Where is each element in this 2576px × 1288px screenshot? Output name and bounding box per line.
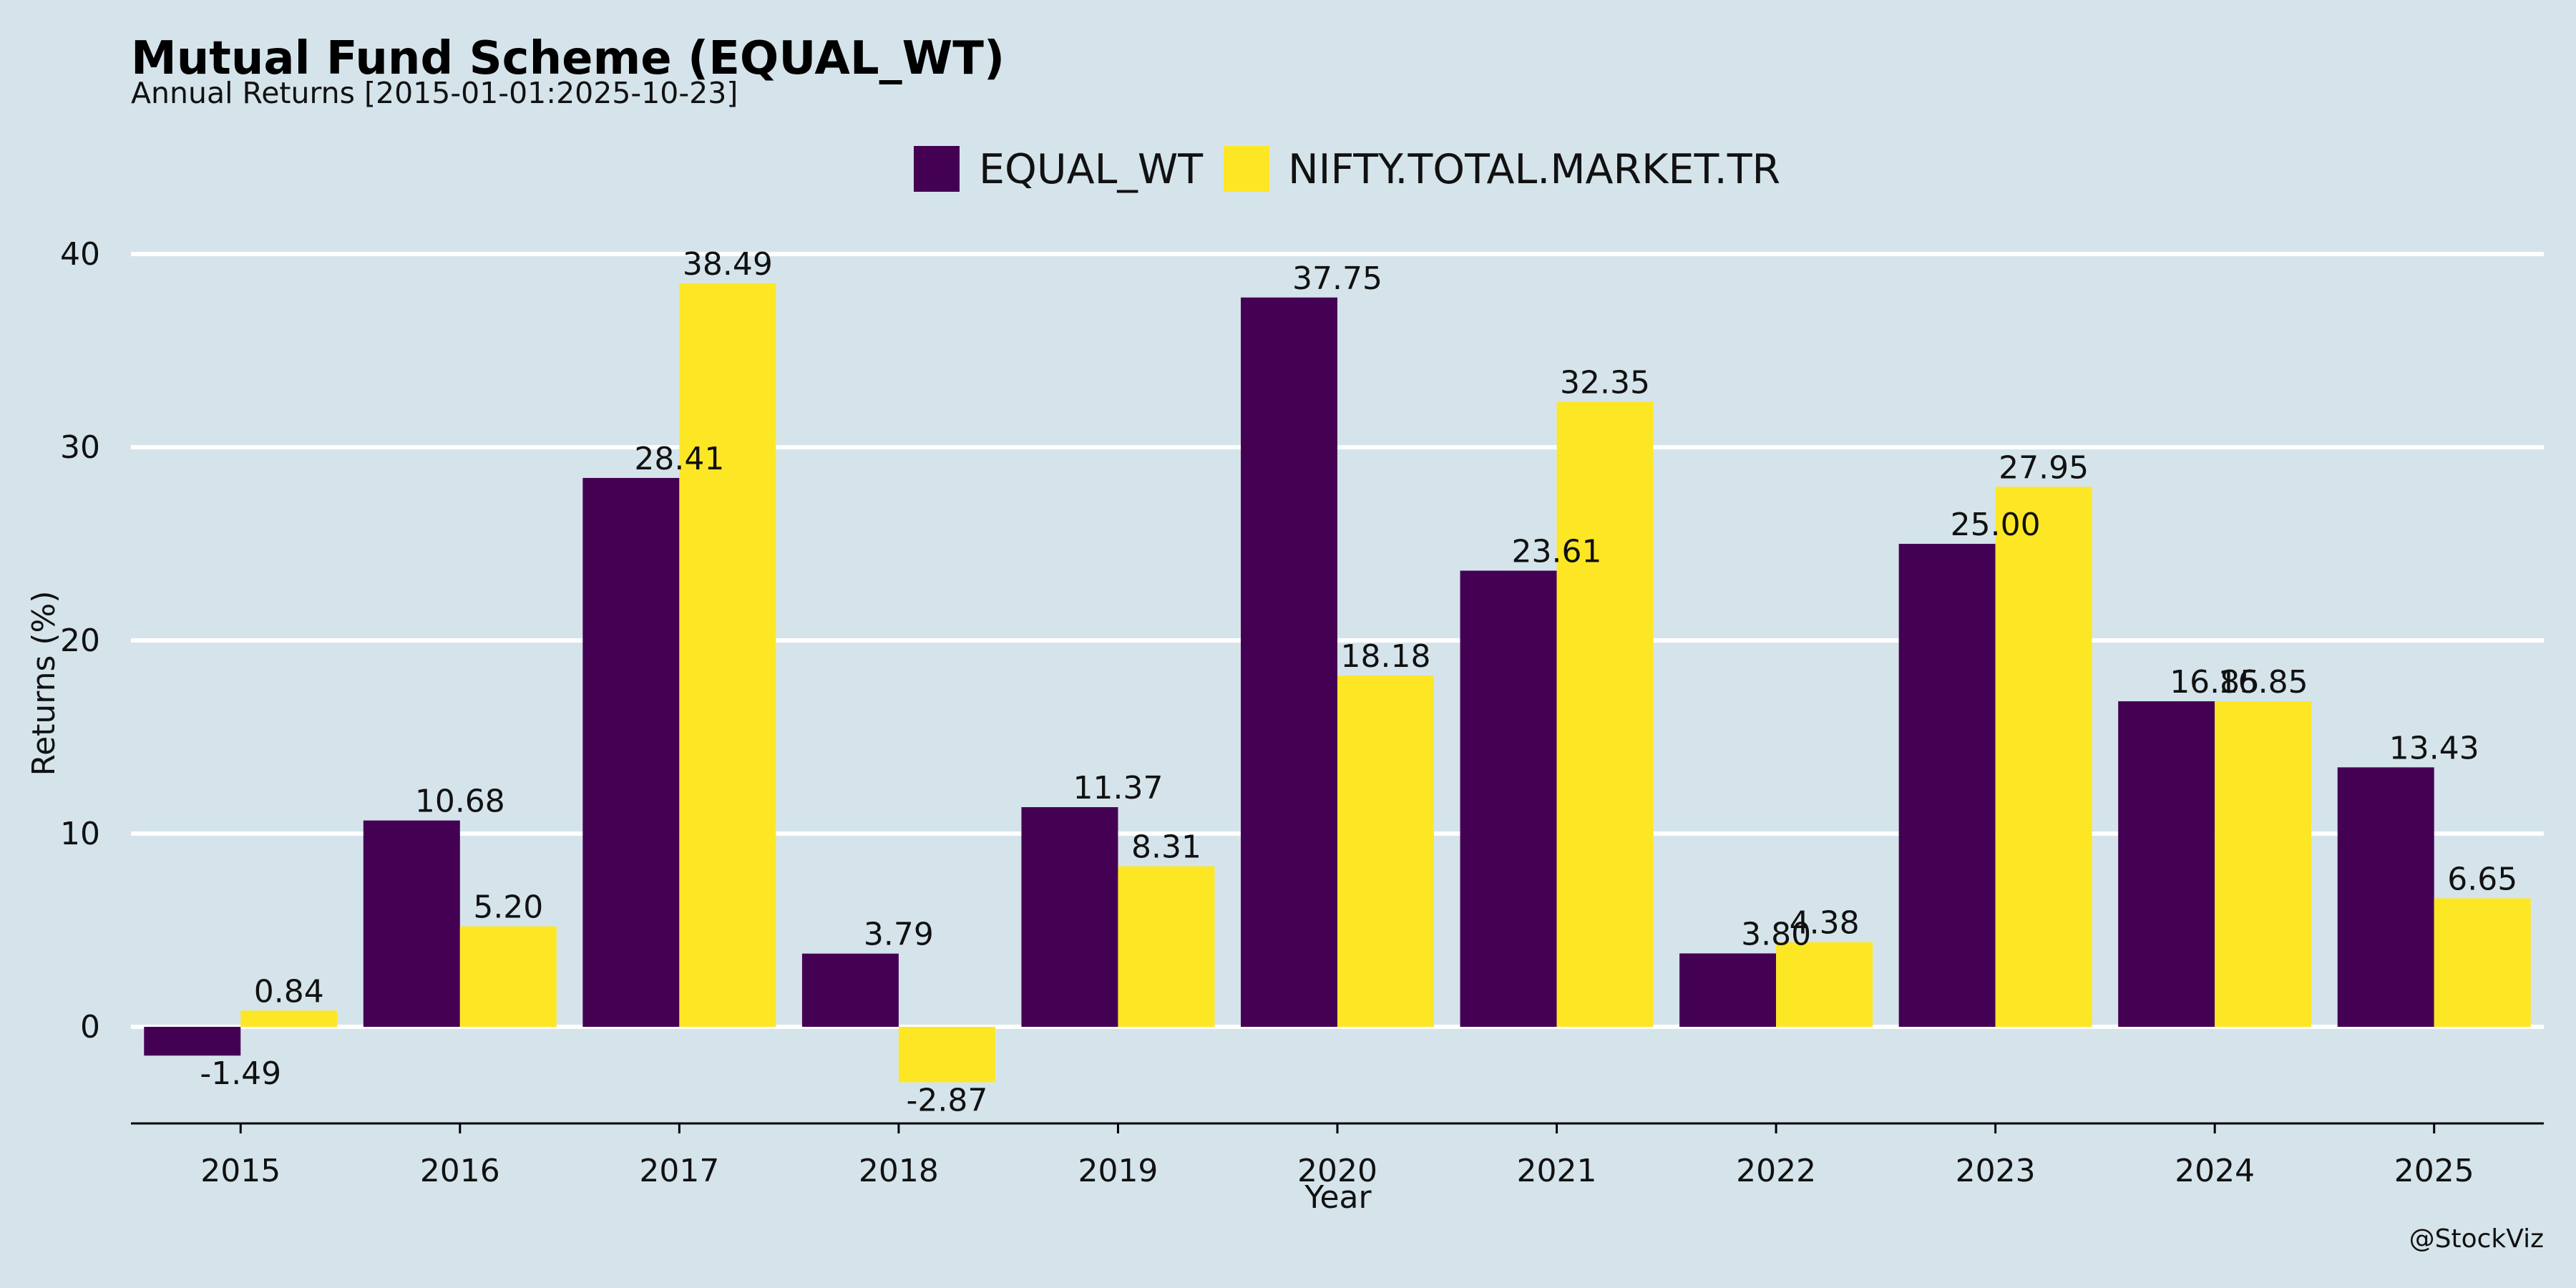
y-tick-label-10: 10 bbox=[60, 816, 100, 852]
bar-equal-wt-2017 bbox=[582, 477, 680, 1027]
chart-subtitle: Annual Returns [2015-01-01:2025-10-23] bbox=[131, 76, 738, 110]
bars bbox=[144, 283, 2531, 1083]
bar-equal-wt-2022 bbox=[1679, 953, 1777, 1027]
x-tick-label-2018: 2018 bbox=[859, 1153, 939, 1189]
x-tick-label-2019: 2019 bbox=[1078, 1153, 1158, 1189]
y-tick-label-20: 20 bbox=[60, 623, 100, 659]
data-label-nifty-total-market-tr-2019: 8.31 bbox=[1131, 829, 1201, 866]
data-label-equal-wt-2017: 28.41 bbox=[634, 441, 724, 477]
data-label-equal-wt-2016: 10.68 bbox=[415, 784, 505, 820]
x-tick-label-2023: 2023 bbox=[1956, 1153, 2036, 1189]
chart-title: Mutual Fund Scheme (EQUAL_WT) bbox=[131, 32, 1005, 85]
legend-swatch-equal-wt bbox=[914, 146, 960, 192]
data-label-nifty-total-market-tr-2023: 27.95 bbox=[1999, 449, 2089, 486]
bar-nifty-total-market-tr-2022 bbox=[1776, 942, 1873, 1027]
y-axis-ticks: 0 10 20 30 40 bbox=[60, 236, 100, 1045]
bar-nifty-total-market-tr-2019 bbox=[1118, 866, 1215, 1027]
legend: EQUAL_WT NIFTY.TOTAL.MARKET.TR bbox=[914, 146, 1780, 193]
y-tick-label-40: 40 bbox=[60, 236, 100, 273]
bar-equal-wt-2020 bbox=[1241, 297, 1337, 1027]
data-labels: -1.49 0.84 10.68 5.20 28.41 38.49 3.79 -2.87 11.… bbox=[200, 246, 2517, 1119]
x-tick-label-2025: 2025 bbox=[2394, 1153, 2474, 1189]
data-label-nifty-total-market-tr-2024: 16.85 bbox=[2218, 664, 2308, 701]
bar-nifty-total-market-tr-2015 bbox=[240, 1010, 338, 1027]
bar-equal-wt-2016 bbox=[363, 820, 460, 1027]
x-tick-label-2015: 2015 bbox=[200, 1153, 280, 1189]
data-label-nifty-total-market-tr-2022: 4.38 bbox=[1790, 905, 1860, 942]
x-tick-label-2024: 2024 bbox=[2175, 1153, 2255, 1189]
bar-equal-wt-2023 bbox=[1898, 544, 1996, 1027]
bar-equal-wt-2025 bbox=[2337, 767, 2434, 1027]
bar-nifty-total-market-tr-2024 bbox=[2215, 701, 2312, 1027]
data-label-nifty-total-market-tr-2021: 32.35 bbox=[1560, 365, 1650, 401]
data-label-equal-wt-2023: 25.00 bbox=[1951, 507, 2041, 543]
x-tick-label-2016: 2016 bbox=[420, 1153, 500, 1189]
y-tick-label-0: 0 bbox=[80, 1009, 100, 1045]
x-axis: 2015 2016 2017 2018 2019 2020 2021 2022 2023 2024… bbox=[131, 1122, 2544, 1189]
data-label-equal-wt-2018: 3.79 bbox=[864, 917, 934, 953]
bar-equal-wt-2024 bbox=[2118, 701, 2215, 1027]
data-label-equal-wt-2015: -1.49 bbox=[200, 1055, 281, 1092]
data-label-equal-wt-2024: 16.85 bbox=[2170, 664, 2260, 701]
x-tick-label-2020: 2020 bbox=[1297, 1153, 1377, 1189]
data-label-equal-wt-2022: 3.80 bbox=[1741, 916, 1811, 952]
bar-nifty-total-market-tr-2020 bbox=[1337, 675, 1434, 1027]
bar-equal-wt-2015 bbox=[144, 1027, 241, 1056]
data-label-nifty-total-market-tr-2016: 5.20 bbox=[473, 889, 543, 926]
data-label-equal-wt-2021: 23.61 bbox=[1512, 534, 1602, 570]
legend-swatch-nifty-total-market-tr bbox=[1224, 146, 1269, 192]
data-label-nifty-total-market-tr-2015: 0.84 bbox=[254, 973, 324, 1010]
bar-equal-wt-2019 bbox=[1021, 807, 1118, 1027]
x-axis-title: Year bbox=[1304, 1179, 1372, 1216]
legend-label-nifty-total-market-tr: NIFTY.TOTAL.MARKET.TR bbox=[1288, 146, 1780, 193]
y-tick-label-30: 30 bbox=[60, 429, 100, 466]
data-label-equal-wt-2019: 11.37 bbox=[1073, 770, 1163, 806]
bar-nifty-total-market-tr-2023 bbox=[1995, 487, 2092, 1027]
y-axis-title: Returns (%) bbox=[26, 590, 62, 776]
bar-nifty-total-market-tr-2021 bbox=[1556, 401, 1654, 1027]
data-label-nifty-total-market-tr-2025: 6.65 bbox=[2447, 861, 2517, 897]
watermark: @StockViz bbox=[2409, 1224, 2544, 1254]
data-label-equal-wt-2020: 37.75 bbox=[1292, 260, 1382, 297]
bar-equal-wt-2018 bbox=[801, 953, 899, 1027]
data-label-nifty-total-market-tr-2017: 38.49 bbox=[683, 246, 773, 283]
data-label-nifty-total-market-tr-2020: 18.18 bbox=[1341, 638, 1431, 675]
bar-nifty-total-market-tr-2025 bbox=[2434, 898, 2531, 1027]
bar-nifty-total-market-tr-2016 bbox=[459, 926, 557, 1027]
bar-equal-wt-2021 bbox=[1460, 570, 1557, 1027]
data-label-equal-wt-2025: 13.43 bbox=[2389, 730, 2479, 766]
data-label-nifty-total-market-tr-2018: -2.87 bbox=[906, 1082, 987, 1118]
legend-label-equal-wt: EQUAL_WT bbox=[979, 146, 1203, 193]
x-tick-label-2017: 2017 bbox=[639, 1153, 719, 1189]
x-tick-label-2021: 2021 bbox=[1517, 1153, 1597, 1189]
x-tick-label-2022: 2022 bbox=[1736, 1153, 1816, 1189]
bar-nifty-total-market-tr-2017 bbox=[679, 283, 776, 1027]
bar-nifty-total-market-tr-2018 bbox=[898, 1027, 995, 1083]
